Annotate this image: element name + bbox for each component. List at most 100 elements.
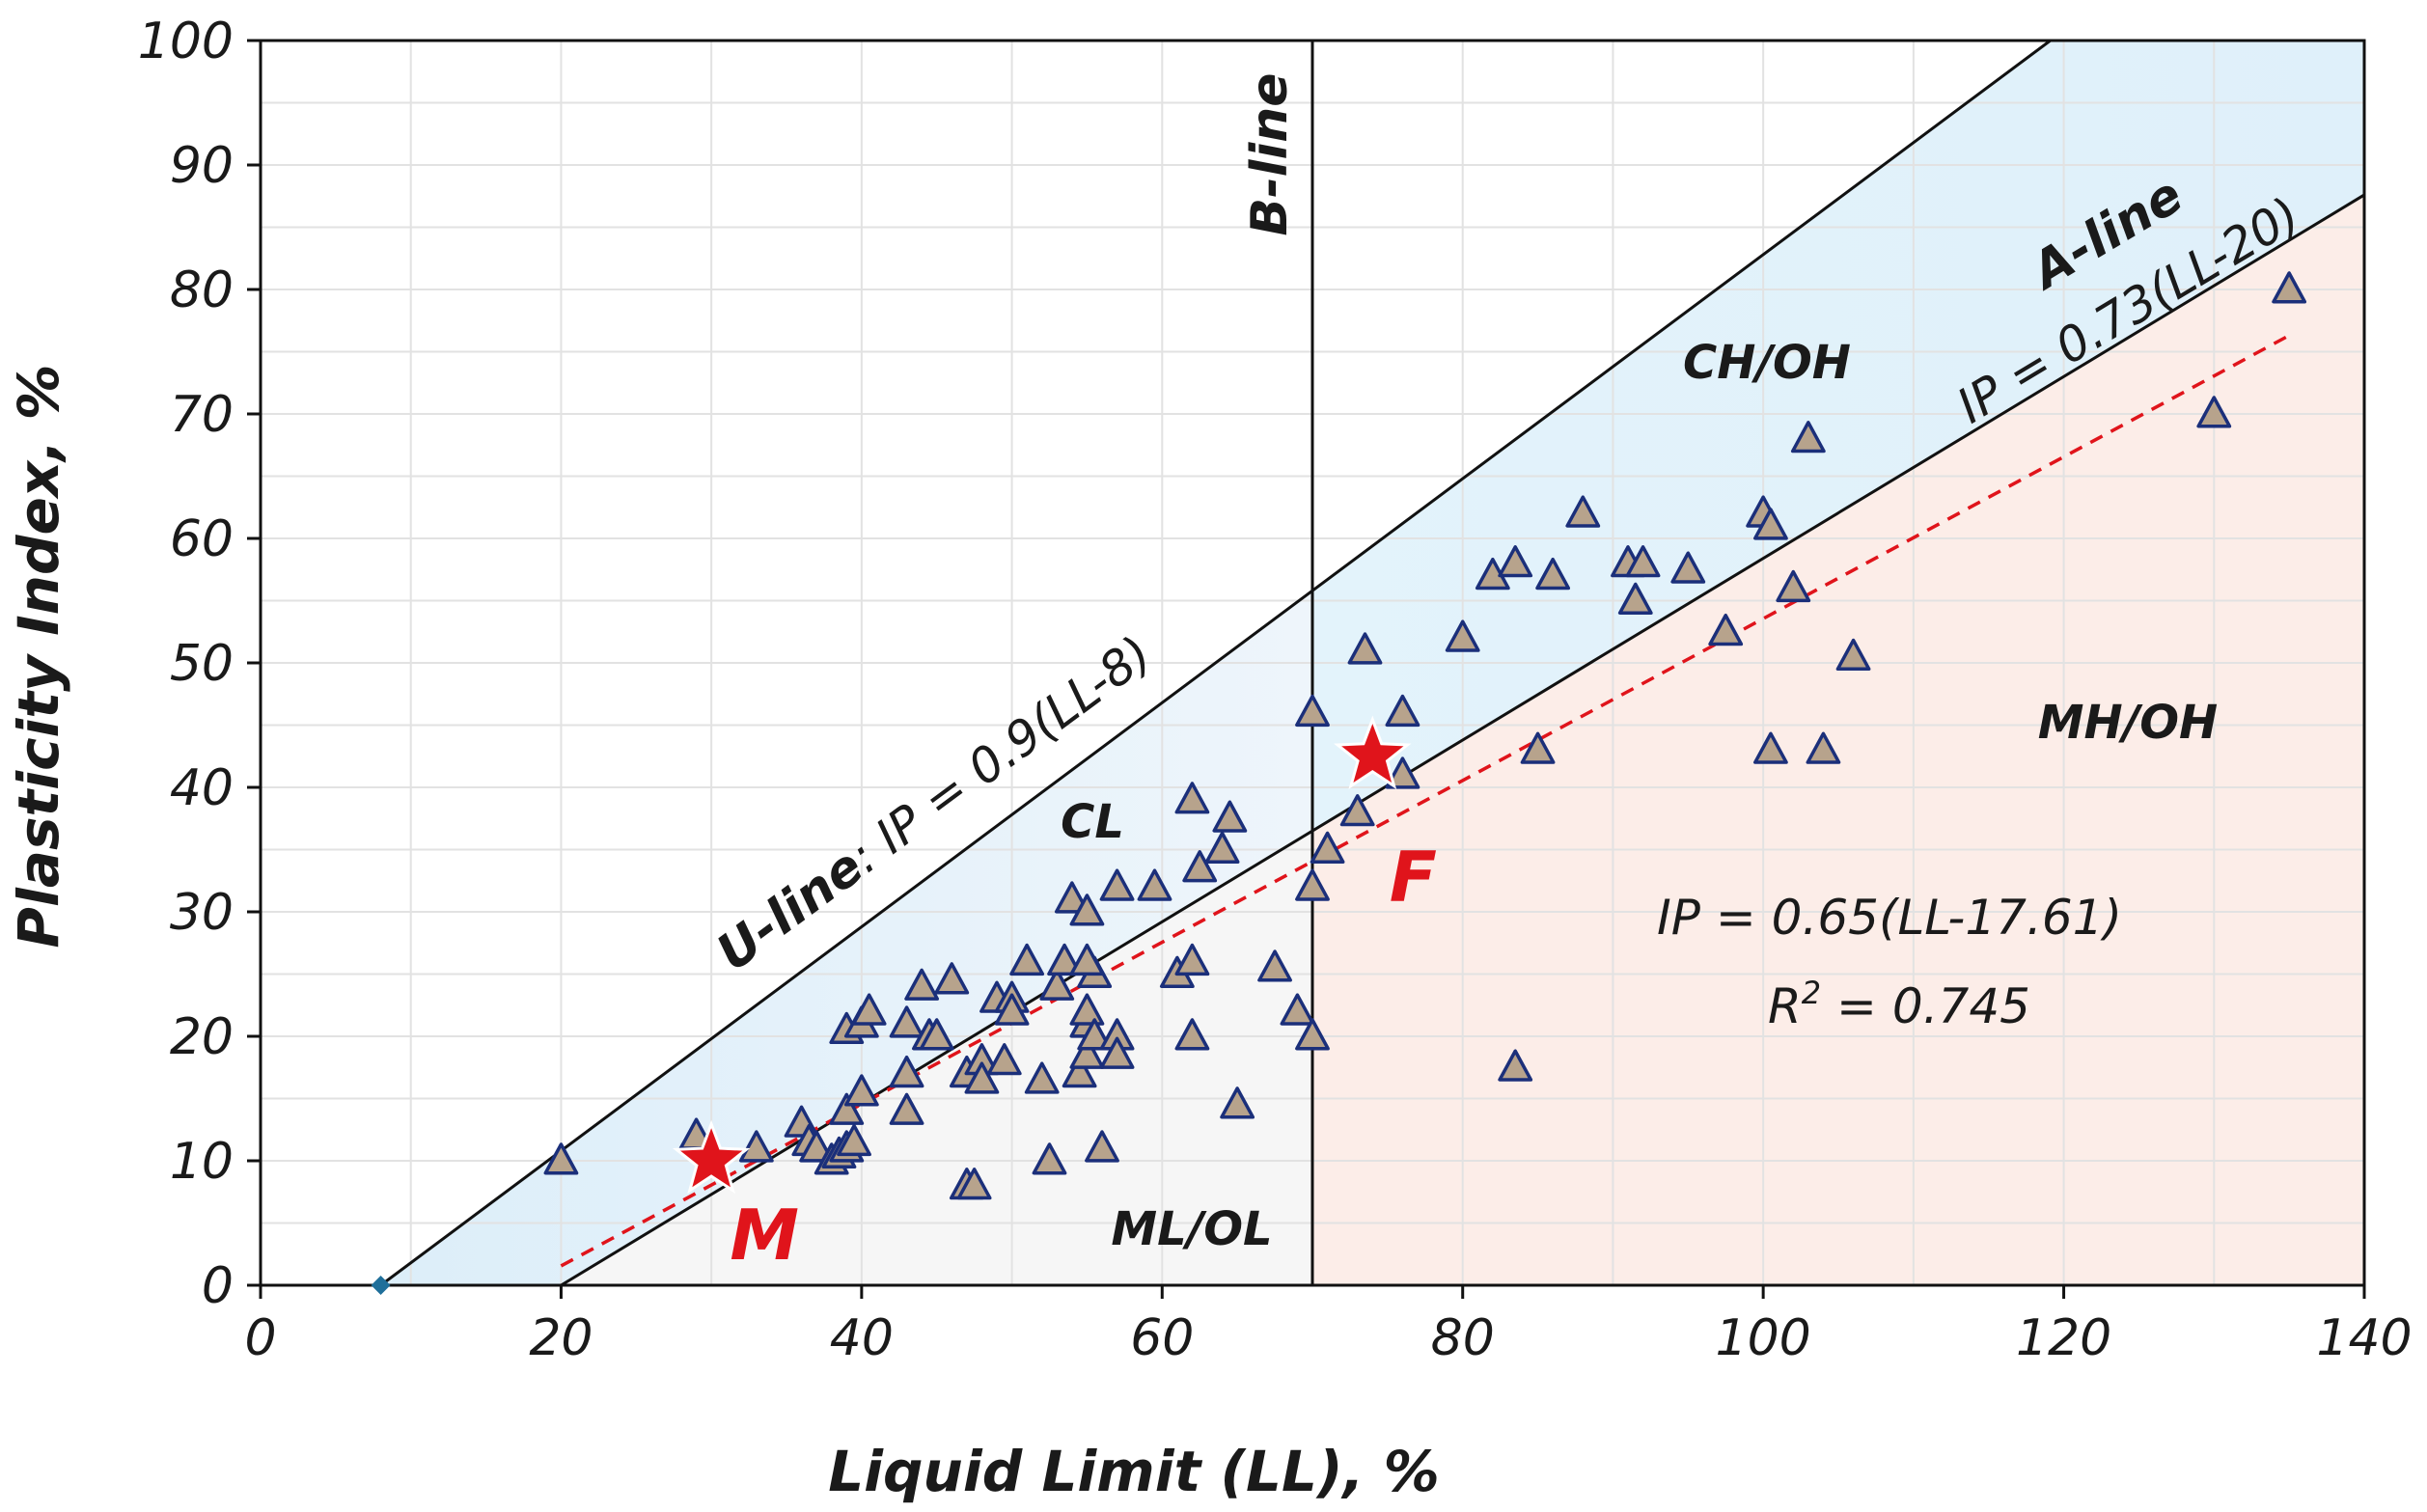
x-tick-label: 120: [2016, 1309, 2111, 1367]
data-point: [1220, 1086, 1255, 1119]
data-point: [1212, 800, 1248, 833]
x-axis-title: Liquid Limit (LL), %: [828, 1439, 1440, 1504]
data-point: [837, 1123, 871, 1157]
x-tick-label: 60: [1130, 1309, 1194, 1367]
data-point: [1776, 569, 1811, 603]
data-point: [1535, 557, 1571, 591]
data-point: [1047, 943, 1082, 976]
data-point: [2272, 271, 2307, 304]
y-tick-label: 70: [170, 386, 234, 444]
axis-ticks: 0 20 40 60 80 100 120 140 0 10 20 30 40 50 60 70 80 90 100: [138, 13, 2413, 1367]
r2-value: = 0.745: [1821, 978, 2030, 1034]
fit-r-squared: R2 = 0.745: [1768, 975, 2030, 1034]
data-point: [994, 993, 1030, 1026]
y-tick-label: 90: [170, 137, 234, 195]
fit-equation: IP = 0.65(LL-17.61): [1657, 890, 2122, 946]
data-point: [1295, 694, 1330, 728]
data-point: [738, 1130, 774, 1163]
x-tick-label: 100: [1716, 1309, 1811, 1367]
data-point: [1385, 756, 1420, 789]
data-point: [1835, 638, 1871, 672]
star-label-f: F: [1390, 837, 1437, 918]
data-point: [1024, 1061, 1060, 1094]
x-tick-label: 40: [830, 1309, 894, 1367]
data-point: [2196, 396, 2232, 428]
y-tick-label: 20: [170, 1008, 234, 1066]
data-point: [1182, 850, 1218, 883]
data-point: [1069, 943, 1105, 976]
r2-superscript: 2: [1802, 975, 1821, 1011]
data-point: [851, 993, 887, 1026]
data-point: [1806, 731, 1841, 764]
data-point: [1077, 1018, 1113, 1051]
data-point: [1295, 868, 1330, 901]
data-point: [1790, 421, 1826, 454]
zone-label-cl: CL: [1061, 795, 1124, 849]
data-point: [1498, 1049, 1533, 1082]
data-point: [1753, 731, 1788, 764]
data-point: [843, 1074, 879, 1107]
data-point: [829, 1092, 865, 1125]
highlight-stars: MF: [672, 715, 1437, 1276]
r2-prefix: R: [1768, 978, 1802, 1034]
b-line-label: B-line: [1241, 72, 1299, 235]
data-point: [1280, 993, 1315, 1026]
data-point: [1009, 943, 1045, 976]
x-tick-label: 20: [529, 1309, 593, 1367]
data-point: [1099, 868, 1135, 901]
y-tick-label: 30: [170, 884, 234, 942]
data-point: [889, 1005, 924, 1038]
data-point: [1257, 949, 1292, 982]
data-point: [1339, 794, 1375, 827]
y-tick-label: 0: [202, 1257, 234, 1315]
y-axis-title: Plasticity Index, %: [6, 364, 71, 948]
data-points: [543, 271, 2307, 1200]
origin-marker: [371, 1276, 391, 1295]
data-point: [889, 1092, 924, 1125]
y-tick-label: 100: [138, 13, 234, 70]
region-ch-oh: [1312, 41, 2364, 832]
star-m: [672, 1119, 751, 1195]
data-point: [1708, 614, 1744, 646]
data-point: [904, 968, 940, 1001]
data-point: [986, 1043, 1022, 1076]
y-tick-label: 40: [170, 759, 234, 817]
data-point: [1347, 632, 1383, 665]
data-point: [543, 1142, 579, 1175]
data-point: [1085, 1130, 1119, 1163]
y-tick-label: 60: [170, 510, 234, 568]
y-tick-label: 10: [170, 1133, 234, 1191]
data-point: [1310, 831, 1345, 864]
data-point: [889, 1055, 924, 1088]
data-point: [1069, 993, 1105, 1026]
data-point: [1204, 831, 1240, 864]
region-mh-oh: [1312, 194, 2364, 1286]
data-point: [1137, 868, 1172, 901]
data-point: [1625, 545, 1661, 578]
data-point: [1174, 1018, 1210, 1051]
data-point: [1295, 1018, 1330, 1051]
star-label-m: M: [730, 1195, 799, 1276]
u-line: [379, 41, 2052, 1285]
data-point: [1520, 731, 1556, 764]
y-tick-label: 80: [170, 261, 234, 319]
data-point: [1498, 545, 1533, 578]
data-point: [1069, 893, 1105, 926]
data-point: [934, 962, 970, 995]
data-point: [1617, 582, 1653, 615]
data-point: [1054, 881, 1089, 914]
x-tick-label: 140: [2316, 1309, 2412, 1367]
data-point: [1445, 619, 1480, 652]
data-point: [956, 1168, 992, 1200]
data-point: [1069, 1036, 1105, 1069]
data-point: [1385, 694, 1420, 728]
data-point: [1174, 782, 1210, 814]
zone-label-mh-oh: MH/OH: [2038, 696, 2218, 750]
y-tick-label: 50: [170, 635, 234, 693]
star-f: [1334, 715, 1412, 789]
data-point: [799, 1130, 835, 1163]
data-point: [1032, 1142, 1067, 1175]
zone-label-ch-oh: CH/OH: [1683, 336, 1851, 390]
data-point: [919, 1018, 954, 1051]
